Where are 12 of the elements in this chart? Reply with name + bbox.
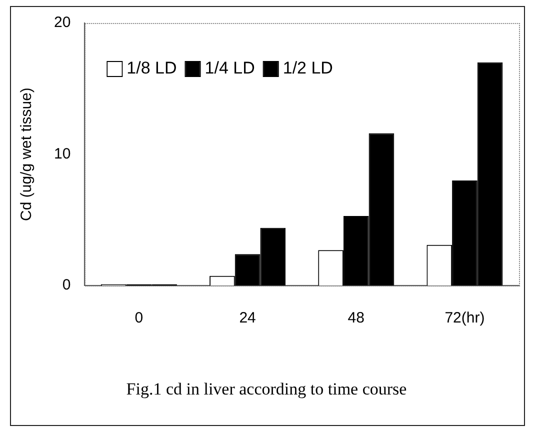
legend-label: 1/8 LD: [126, 58, 177, 78]
x-tick-label: 24: [239, 310, 256, 327]
x-tick-label: 72(hr): [444, 310, 485, 327]
legend-label: 1/4 LD: [204, 58, 255, 78]
text: Fig.1 cd in liver according to time course: [126, 379, 407, 398]
y-tick-label: 10: [54, 145, 71, 162]
x-tick-label: 0: [134, 310, 144, 327]
x-tick-label: 48: [348, 310, 364, 327]
y-tick-label: 0: [62, 276, 71, 294]
legend-label: 1/2 LD: [282, 58, 333, 78]
y-tick-label: 20: [54, 14, 71, 32]
y-axis-title: Cd (ug/g wet tissue): [18, 88, 36, 221]
